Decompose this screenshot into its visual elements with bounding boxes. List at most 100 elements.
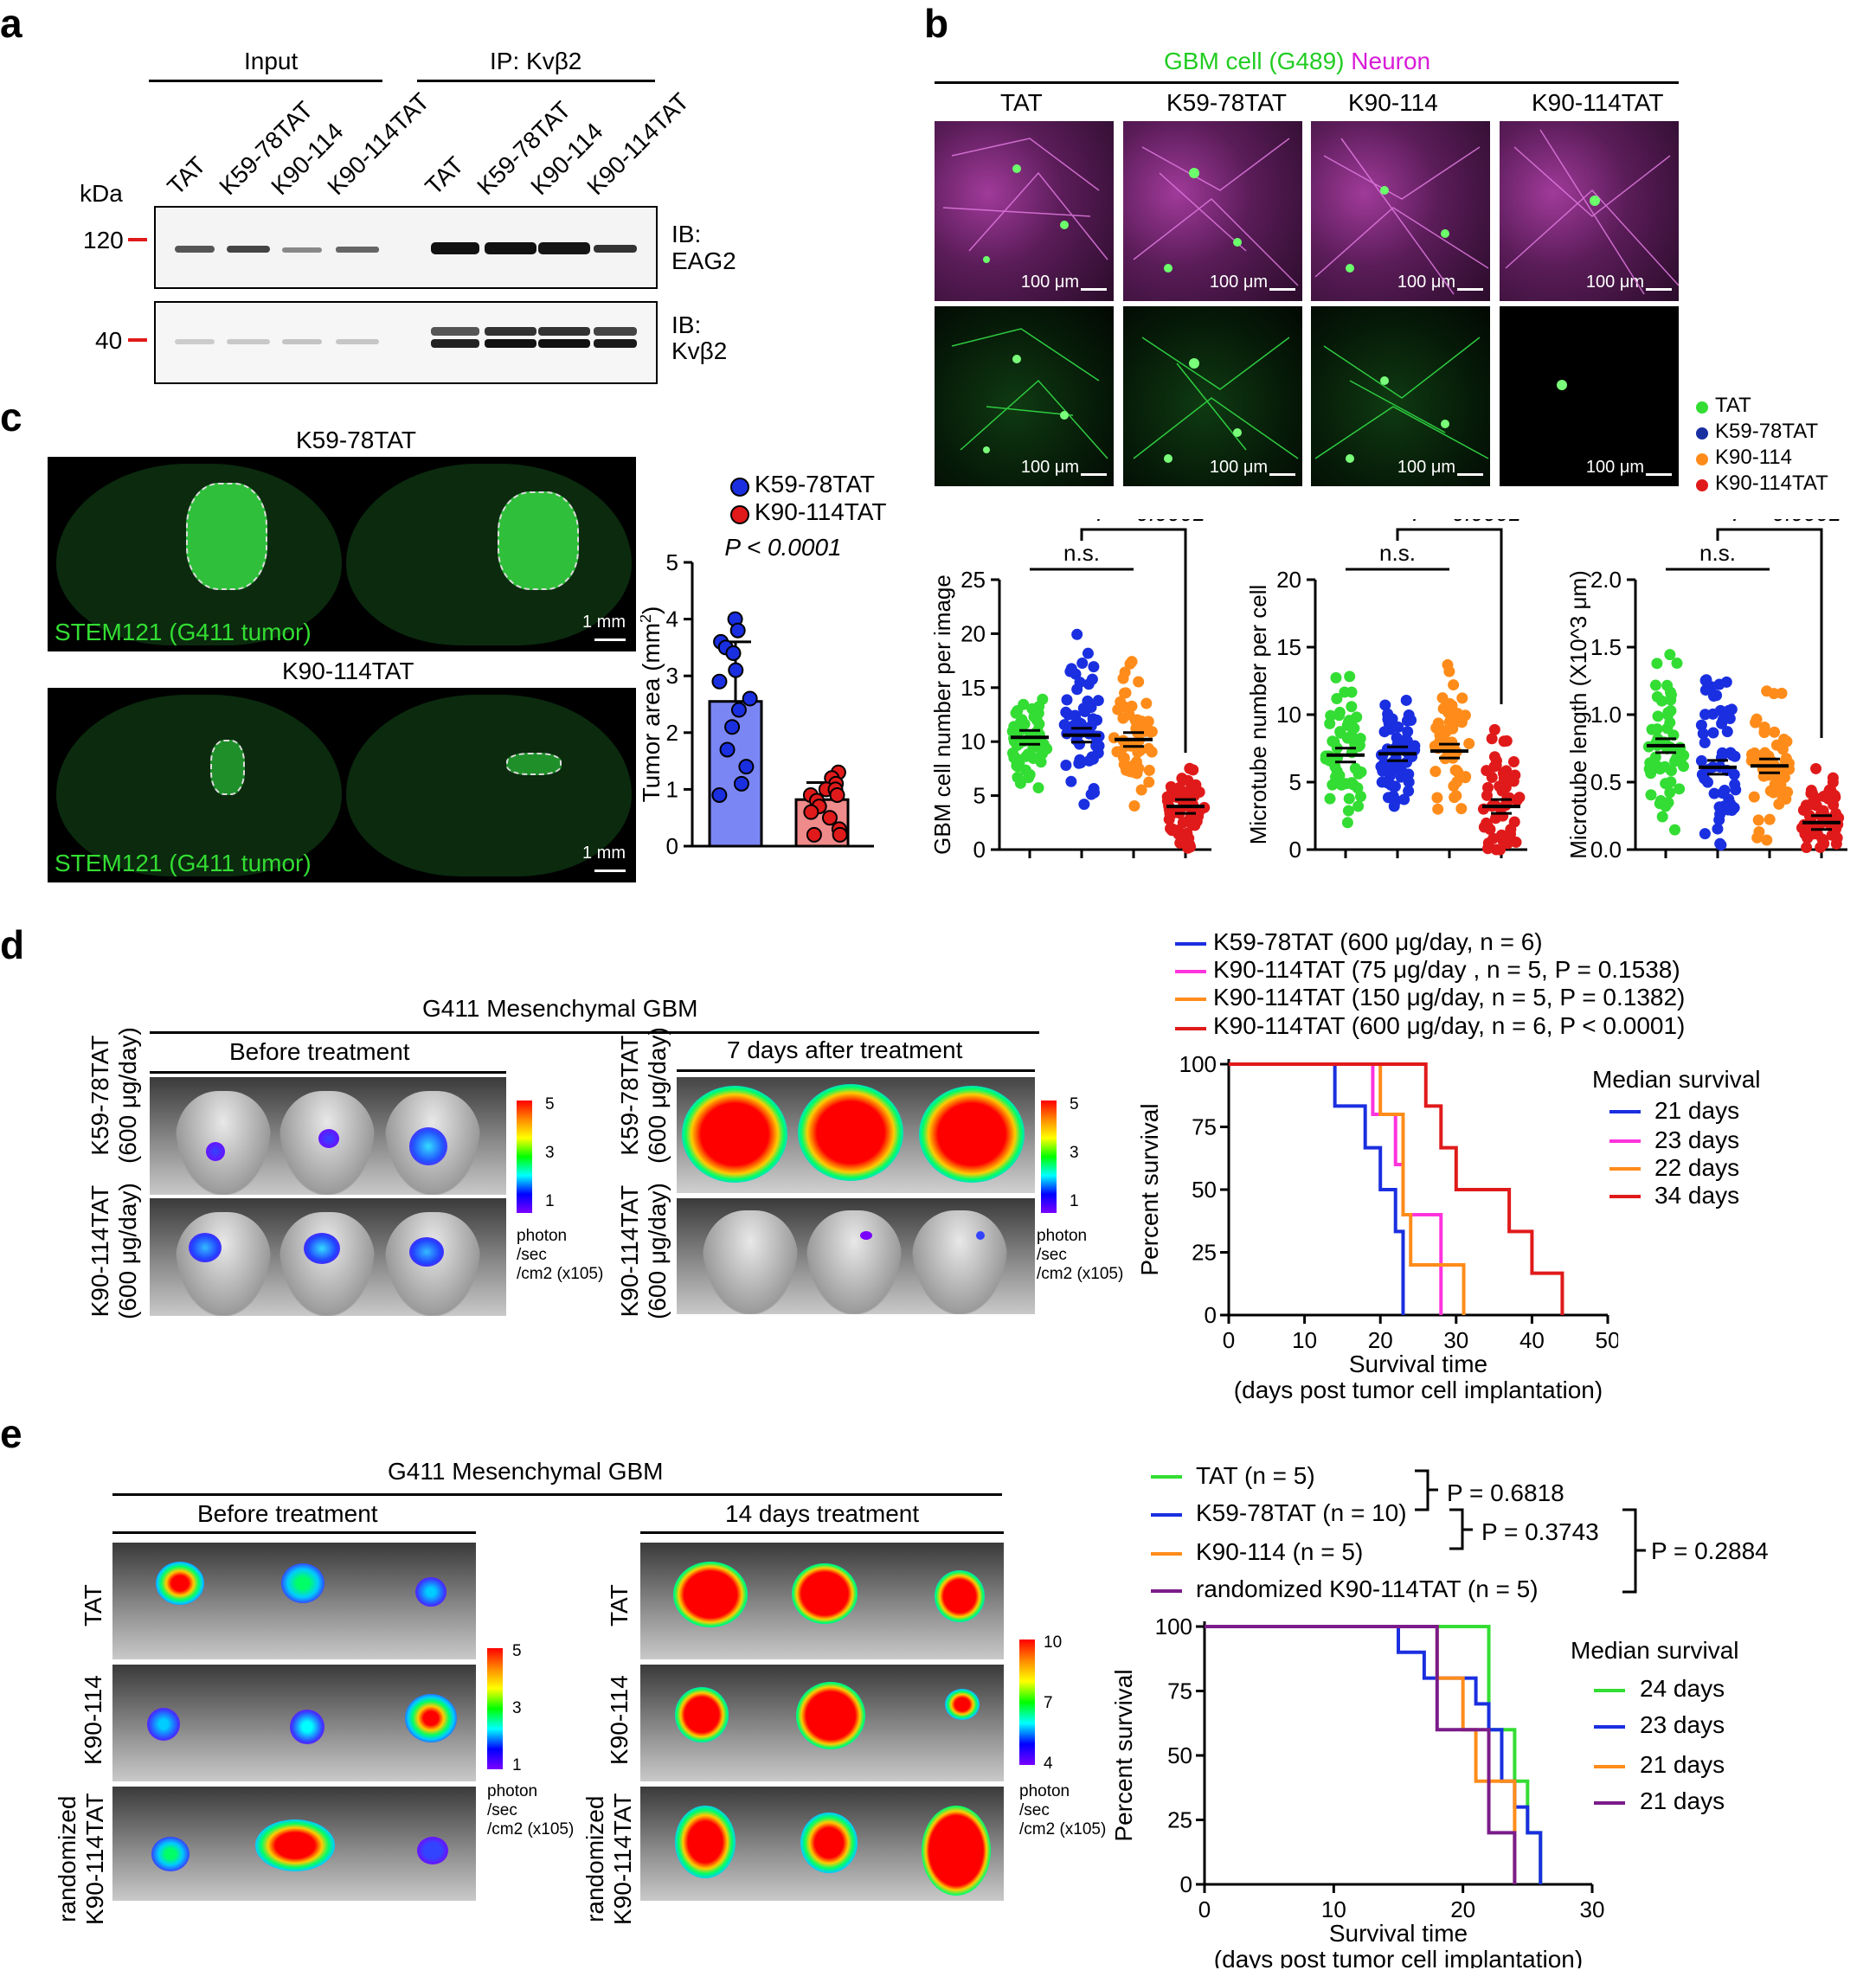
legend-swatch (1609, 1195, 1641, 1198)
scale-label: 100 μm (1397, 458, 1455, 477)
data-point (1443, 665, 1455, 677)
data-point (1829, 830, 1841, 842)
y-axis-label: Microtube number per cell (1245, 585, 1271, 845)
data-point (1088, 661, 1100, 673)
data-point (1716, 717, 1728, 729)
y-tick-label: 0.0 (1590, 837, 1622, 863)
row-label: K90-114TAT (616, 1184, 643, 1318)
y-tick-label: 100 (1155, 1614, 1192, 1640)
data-point (1752, 814, 1764, 826)
data-point (1333, 709, 1345, 722)
cbar-tick: 5 (545, 1095, 555, 1113)
colorbar-e-2 (1019, 1640, 1035, 1765)
data-point (1335, 779, 1347, 791)
data-point (1662, 706, 1674, 718)
y-tick-label: 0 (1180, 1871, 1192, 1897)
scale-bar (1269, 288, 1295, 291)
cbar-unit: photon/sec/cm2 (x105) (517, 1227, 604, 1283)
y-tick-label: 10 (960, 728, 986, 754)
data-point (1382, 777, 1394, 789)
x-axis-label-2: (days post tumor cell implantation) (1234, 1376, 1603, 1403)
data-point (1802, 832, 1814, 844)
data-point (1510, 836, 1522, 848)
data-point (1769, 726, 1781, 738)
data-point (1815, 841, 1827, 853)
chart-survival-e: 0 25 50 75 100 0 10 20 30 Percent survival Surviva… (1110, 1614, 1604, 1968)
data-point (1706, 708, 1719, 720)
legend-label: TAT (1715, 394, 1751, 417)
legend-swatch (1151, 1552, 1182, 1556)
bli-image-d-after-row2 (677, 1198, 1035, 1314)
y-tick-label: 15 (960, 675, 986, 701)
data-point (1119, 666, 1131, 678)
cbar-tick: 1 (1070, 1192, 1079, 1210)
y-tick-label: 25 (1192, 1240, 1217, 1266)
e-row-label: TAT (80, 1584, 106, 1627)
data-point (1775, 779, 1787, 791)
ib-kvb2-label-2: Kvβ2 (671, 337, 728, 364)
data-point (733, 775, 749, 792)
row-label: randomized (54, 1795, 80, 1922)
e-after-label: 14 days treatment (725, 1500, 920, 1527)
pvalue-label: P = 0.6818 (1447, 1479, 1564, 1506)
marker-120-label: 120 (83, 227, 124, 253)
survival-curve (1229, 1062, 1443, 1315)
row-label-dose: (600 μg/day) (114, 1183, 141, 1319)
scale-bar (594, 869, 626, 872)
data-point (742, 690, 758, 707)
x-axis-label: Survival time (1329, 1920, 1468, 1947)
d-row1-label: K59-78TAT (600 μg/day) (87, 1027, 142, 1164)
data-point (1827, 776, 1839, 788)
survival-curve (1229, 1062, 1405, 1315)
median-label: 23 days (1654, 1126, 1740, 1153)
data-point (728, 662, 744, 678)
data-point (1409, 740, 1421, 752)
cbar-unit: photon/sec/cm2 (x105) (487, 1782, 575, 1838)
data-point (1723, 704, 1735, 716)
cbar-tick: 1 (545, 1192, 555, 1210)
brain-section (346, 464, 632, 645)
legend-label: K59-78TAT (n = 10) (1196, 1499, 1407, 1526)
data-point (1451, 776, 1463, 788)
data-point (1354, 790, 1366, 802)
survival-curve (1229, 1062, 1466, 1315)
legend-swatch (1151, 1589, 1182, 1593)
data-point (1652, 710, 1664, 722)
data-point (1463, 737, 1475, 749)
x-tick-label: 20 (1368, 1327, 1393, 1353)
data-point (1018, 698, 1030, 710)
data-point (1649, 751, 1661, 763)
legend-swatch (1594, 1765, 1625, 1768)
data-point (1325, 709, 1337, 722)
data-point (1730, 784, 1742, 796)
pvalue-label: P = 0.2884 (1651, 1537, 1769, 1564)
cbar-tick: 5 (512, 1642, 522, 1660)
data-point (1651, 723, 1663, 735)
data-point (1145, 726, 1157, 738)
legend-swatch (1594, 1801, 1625, 1805)
y-axis-label: Percent survival (1136, 1103, 1163, 1275)
micrograph-green-tat: 100 μm (935, 306, 1114, 486)
data-point (1695, 719, 1707, 731)
data-point (1379, 699, 1391, 711)
legend-label: K90-114TAT (75 μg/day , n = 5, P = 0.153… (1213, 956, 1680, 983)
data-point (1429, 766, 1442, 778)
data-point (1699, 828, 1711, 840)
data-point (1643, 763, 1655, 775)
blot-kvb2-bands (175, 327, 637, 348)
data-point (1032, 782, 1044, 794)
y-tick-label: 1.5 (1590, 634, 1622, 660)
data-point (1452, 767, 1464, 779)
legend-label: TAT (n = 5) (1196, 1462, 1315, 1489)
ib-eag2-label-2: EAG2 (671, 247, 736, 274)
y-tick-label: 75 (1192, 1114, 1217, 1140)
data-point (1387, 790, 1399, 802)
legend-swatch (1609, 1110, 1641, 1113)
data-point (1753, 825, 1765, 837)
lane-label: TAT (162, 151, 211, 201)
legend-label: K90-114 (1715, 446, 1792, 469)
scale-label: 100 μm (1585, 273, 1644, 292)
data-point (1728, 802, 1740, 814)
data-point (1403, 776, 1415, 788)
